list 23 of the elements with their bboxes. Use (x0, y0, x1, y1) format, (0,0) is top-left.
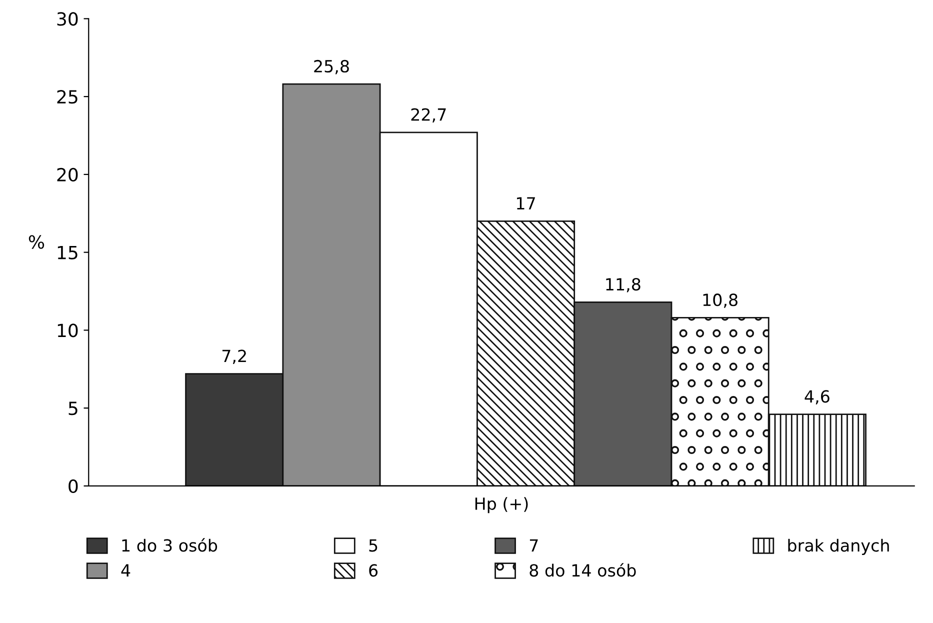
legend-label: 6 (369, 564, 378, 577)
y-axis-title: % (28, 235, 44, 249)
x-axis-title: Hp (+) (475, 497, 528, 514)
data-label: 17 (517, 197, 535, 210)
data-label: 4,6 (804, 390, 830, 404)
data-label: 7,2 (222, 350, 246, 364)
y-tick-label: 10 (58, 324, 78, 338)
data-label: 10,8 (703, 294, 738, 308)
legend-label: 1 do 3 osób (122, 538, 218, 552)
y-tick-label: 30 (57, 12, 78, 26)
legend-label: 8 do 14 osób (530, 563, 636, 577)
y-tick-label: 20 (57, 168, 78, 182)
legend-label: 5 (369, 539, 378, 552)
legend-label: 4 (121, 564, 130, 576)
y-tick-label: 5 (68, 402, 78, 416)
data-label: 22,7 (411, 108, 446, 123)
y-tick-label: 15 (58, 246, 78, 260)
legend-label: 7 (530, 539, 538, 552)
y-tick-label: 0 (68, 479, 78, 494)
y-tick-label: 25 (57, 90, 78, 104)
data-label: 25,8 (314, 60, 349, 74)
data-label: 11,8 (606, 278, 640, 292)
legend-label: brak danych (788, 538, 889, 555)
